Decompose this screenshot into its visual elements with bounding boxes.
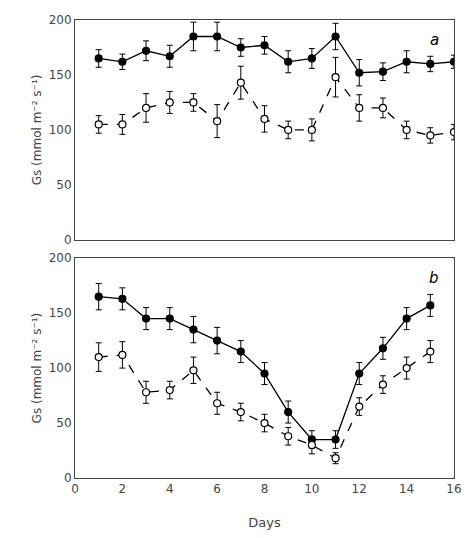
svg-text:200: 200	[49, 251, 72, 265]
svg-text:Gs (mmol m⁻² s⁻¹): Gs (mmol m⁻² s⁻¹)	[30, 313, 44, 424]
svg-text:14: 14	[399, 482, 414, 496]
svg-text:6: 6	[213, 482, 221, 496]
svg-text:200: 200	[49, 13, 72, 27]
svg-text:0: 0	[64, 233, 72, 247]
svg-text:Days: Days	[248, 515, 281, 530]
svg-text:150: 150	[49, 306, 72, 320]
svg-text:0: 0	[71, 482, 79, 496]
svg-text:4: 4	[166, 482, 174, 496]
svg-text:b: b	[429, 269, 439, 287]
svg-text:2: 2	[119, 482, 127, 496]
svg-text:50: 50	[56, 416, 71, 430]
svg-text:8: 8	[261, 482, 269, 496]
svg-text:Gs (mmol m⁻² s⁻¹): Gs (mmol m⁻² s⁻¹)	[30, 75, 44, 186]
svg-text:10: 10	[304, 482, 319, 496]
svg-text:12: 12	[352, 482, 367, 496]
svg-text:100: 100	[49, 123, 72, 137]
svg-text:150: 150	[49, 68, 72, 82]
svg-text:16: 16	[446, 482, 461, 496]
svg-text:a: a	[430, 31, 439, 49]
svg-text:50: 50	[56, 178, 71, 192]
svg-text:0: 0	[64, 471, 72, 485]
svg-text:100: 100	[49, 361, 72, 375]
